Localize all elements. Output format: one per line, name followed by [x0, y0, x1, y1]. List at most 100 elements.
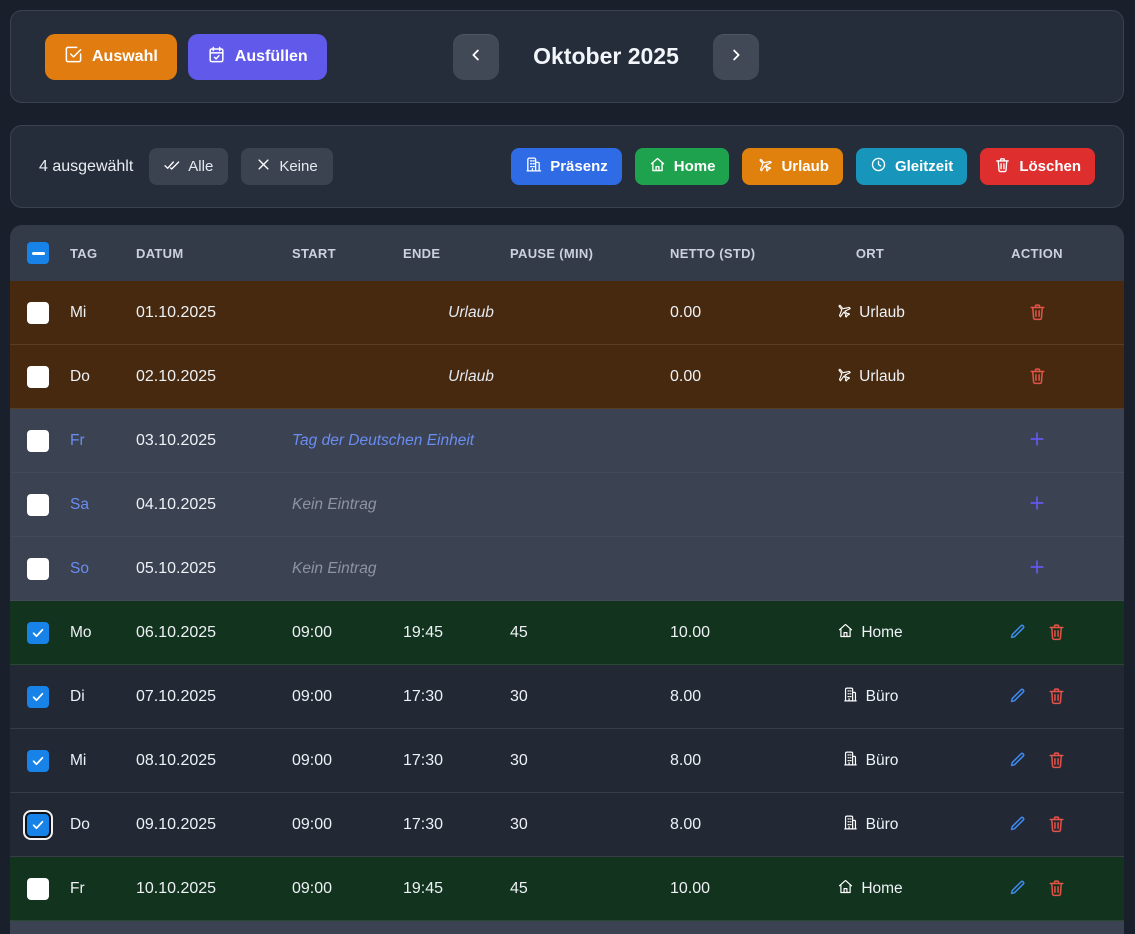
- double-check-icon: [164, 157, 180, 177]
- bulk-actions: Präsenz Home Urlaub Gleitzeit Löschen: [511, 148, 1095, 185]
- row-checkbox[interactable]: [27, 429, 49, 452]
- row-day: Fr: [70, 879, 85, 897]
- delete-row-button[interactable]: [1047, 878, 1066, 900]
- select-none-button[interactable]: Keine: [241, 148, 333, 185]
- table-row: So 05.10.2025 Kein Eintrag: [10, 537, 1124, 601]
- row-date: 05.10.2025: [136, 559, 217, 577]
- delete-row-button[interactable]: [1028, 366, 1047, 388]
- plane-icon: [756, 156, 773, 177]
- trash-icon: [1028, 366, 1047, 388]
- select-mode-button[interactable]: Auswahl: [45, 33, 177, 80]
- trash-icon: [1047, 622, 1066, 644]
- row-checkbox[interactable]: [27, 749, 49, 772]
- row-day: Fr: [70, 431, 85, 449]
- row-day: Mo: [70, 623, 92, 641]
- trash-icon: [1047, 686, 1066, 708]
- plus-icon: [1027, 493, 1047, 516]
- trash-icon: [994, 156, 1011, 177]
- next-month-button[interactable]: [713, 33, 759, 80]
- row-note: Kein Eintrag: [292, 559, 377, 577]
- row-netto: 10.00: [670, 623, 711, 641]
- row-location: Büro: [790, 686, 950, 708]
- pencil-icon: [1008, 622, 1027, 644]
- pencil-icon: [1008, 878, 1027, 900]
- row-pause: 30: [510, 815, 528, 833]
- row-end: 17:30: [403, 687, 444, 705]
- row-checkbox[interactable]: [27, 365, 49, 388]
- column-header-pause: Pause (min): [510, 245, 594, 261]
- row-day: Sa: [70, 495, 89, 513]
- row-start: 09:00: [292, 687, 333, 705]
- fill-button[interactable]: Ausfüllen: [187, 33, 327, 80]
- row-location-label: Büro: [865, 815, 899, 833]
- row-checkbox[interactable]: [27, 621, 49, 644]
- row-netto: 8.00: [670, 815, 702, 833]
- plus-icon: [1027, 557, 1047, 580]
- row-location: Büro: [790, 814, 950, 836]
- set-vacation-button[interactable]: Urlaub: [742, 148, 843, 185]
- x-icon: [256, 157, 271, 176]
- trash-icon: [1047, 750, 1066, 772]
- row-date: 03.10.2025: [136, 431, 217, 449]
- plane-icon: [835, 302, 852, 324]
- set-flextime-button[interactable]: Gleitzeit: [855, 148, 968, 185]
- delete-selected-button[interactable]: Löschen: [980, 148, 1095, 185]
- table-row: Sa 04.10.2025 Kein Eintrag: [10, 473, 1124, 537]
- set-flextime-label: Gleitzeit: [894, 158, 954, 175]
- table-header-row: Tag Datum Start Ende Pause (min) Netto (…: [10, 225, 1124, 281]
- edit-row-button[interactable]: [1008, 814, 1027, 836]
- row-checkbox-focused[interactable]: [27, 813, 49, 836]
- row-end: 17:30: [403, 751, 444, 769]
- add-entry-button[interactable]: [1027, 429, 1047, 452]
- edit-row-button[interactable]: [1008, 686, 1027, 708]
- table-row: Do 02.10.2025 Urlaub 0.00 Urlaub: [10, 345, 1124, 409]
- row-pause: 45: [510, 879, 528, 897]
- row-checkbox[interactable]: [27, 877, 49, 900]
- row-checkbox[interactable]: [27, 685, 49, 708]
- table-row: Mi 08.10.2025 09:00 17:30 30 8.00 Büro: [10, 729, 1124, 793]
- delete-row-button[interactable]: [1047, 750, 1066, 772]
- calendar-check-icon: [207, 45, 226, 69]
- row-date: 01.10.2025: [136, 303, 217, 321]
- row-start: 09:00: [292, 879, 333, 897]
- edit-row-button[interactable]: [1008, 622, 1027, 644]
- set-home-label: Home: [673, 158, 716, 175]
- row-location: Home: [790, 622, 950, 644]
- row-day: So: [70, 559, 89, 577]
- building-icon: [842, 686, 859, 708]
- set-home-button[interactable]: Home: [634, 148, 730, 185]
- row-checkbox[interactable]: [27, 301, 49, 324]
- time-entries-table: Tag Datum Start Ende Pause (min) Netto (…: [10, 225, 1124, 934]
- delete-row-button[interactable]: [1047, 686, 1066, 708]
- column-header-ort: Ort: [855, 245, 885, 261]
- plus-icon: [1027, 429, 1047, 452]
- add-entry-button[interactable]: [1027, 557, 1047, 580]
- chevron-left-icon: [467, 46, 485, 67]
- selected-count: 4 ausgewählt: [39, 157, 134, 175]
- delete-row-button[interactable]: [1047, 622, 1066, 644]
- plane-icon: [835, 366, 852, 388]
- delete-row-button[interactable]: [1047, 814, 1066, 836]
- row-location: Urlaub: [790, 366, 950, 388]
- row-netto: 0.00: [670, 367, 702, 385]
- delete-row-button[interactable]: [1028, 302, 1047, 324]
- month-title: Oktober 2025: [533, 43, 679, 69]
- row-checkbox[interactable]: [27, 557, 49, 580]
- pencil-icon: [1008, 686, 1027, 708]
- building-icon: [842, 750, 859, 772]
- edit-row-button[interactable]: [1008, 750, 1027, 772]
- edit-row-button[interactable]: [1008, 878, 1027, 900]
- set-presence-button[interactable]: Präsenz: [511, 148, 622, 185]
- select-all-checkbox[interactable]: [27, 242, 49, 264]
- row-start: 09:00: [292, 815, 333, 833]
- add-entry-button[interactable]: [1027, 493, 1047, 516]
- pencil-icon: [1008, 750, 1027, 772]
- set-vacation-label: Urlaub: [781, 158, 829, 175]
- row-pause: 30: [510, 751, 528, 769]
- row-note: Tag der Deutschen Einheit: [292, 431, 475, 449]
- select-all-button[interactable]: Alle: [149, 148, 229, 185]
- row-end: 19:45: [403, 623, 444, 641]
- previous-month-button[interactable]: [453, 33, 499, 80]
- row-checkbox[interactable]: [27, 493, 49, 516]
- pencil-icon: [1008, 814, 1027, 836]
